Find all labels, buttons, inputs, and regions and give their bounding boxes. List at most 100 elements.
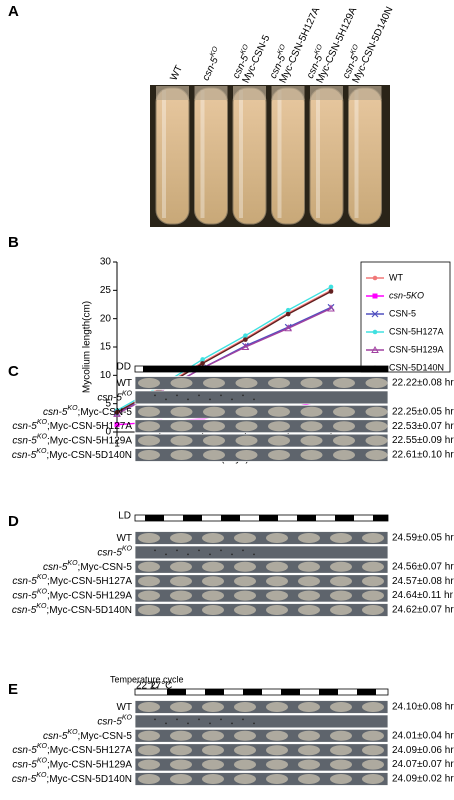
conidiation-band [138, 533, 160, 543]
dark-segment [167, 689, 186, 695]
conidiation-band [298, 561, 320, 572]
tube-spot [220, 718, 222, 721]
y-tick-label: 0 [105, 427, 111, 438]
conidiation-band [362, 774, 384, 784]
strain-label: csn-5KO [97, 545, 132, 558]
row-separator: ; [47, 759, 50, 770]
dark-segment [281, 689, 300, 695]
conidiation-band [235, 450, 258, 460]
row-separator: ; [46, 450, 49, 461]
conidiation-band [138, 730, 160, 741]
conidiation-band [268, 378, 290, 388]
strain-superscript: KO [36, 448, 47, 455]
strain-construct: Myc-CSN-5H129A [50, 759, 133, 770]
race-tube [134, 545, 389, 560]
legend-label: WT [389, 272, 403, 282]
strain-name: csn-5 [97, 392, 122, 403]
conidiation-band [235, 435, 258, 446]
dark-segment [259, 515, 278, 521]
period-label: 22.25±0.05 hr [392, 406, 454, 417]
conidiation-band [235, 378, 258, 388]
legend-label: csn-5KO [389, 290, 424, 300]
strain-name: csn-5 [12, 774, 37, 785]
data-point [243, 333, 248, 338]
strain-name: csn-5 [12, 421, 37, 432]
tube [194, 87, 228, 225]
dark-segment [373, 515, 388, 521]
row-separator: ; [47, 576, 50, 587]
conidiation-band [300, 406, 323, 417]
race-tube [134, 419, 389, 434]
conidiation-band [202, 605, 224, 615]
tube-glare [162, 90, 166, 218]
conidiation-band [170, 533, 192, 543]
conidiation-band [170, 745, 192, 756]
tube-spot [253, 722, 255, 725]
conidiation-band [266, 702, 288, 712]
period-label: 22.55±0.09 hr [392, 435, 454, 446]
tube-glare [200, 90, 205, 218]
conidiation-band [202, 576, 224, 587]
strain-name: csn-5 [43, 730, 68, 741]
conidiation-band [330, 576, 352, 587]
conidiation-band [266, 576, 288, 587]
conidiation-band [234, 745, 256, 756]
tube-spot [253, 398, 255, 401]
tube-spot [220, 549, 222, 552]
strain-name: csn-5 [97, 547, 122, 558]
conidiation-band [333, 450, 355, 460]
conidiation-band [234, 774, 256, 784]
strain-label: csn-5KO;Myc-CSN-5H127A [12, 743, 132, 756]
conidiation-band [138, 406, 160, 417]
strain-construct: Myc-CSN-5H129A [50, 590, 133, 601]
data-point [200, 357, 205, 362]
strain-superscript: KO [36, 772, 47, 779]
period-label: 24.57±0.08 hr [392, 576, 454, 587]
tube-spot [176, 394, 178, 397]
tube-top [271, 86, 305, 100]
strain-label: csn-5KO;Myc-CSN-5D140N [12, 603, 132, 616]
series-line [116, 286, 332, 412]
panel-letter: D [8, 513, 19, 530]
conidiation-band [202, 533, 224, 543]
conidiation-band [266, 745, 288, 756]
tube [232, 87, 267, 225]
strain-name: csn-5 [12, 759, 37, 770]
row-separator: ; [46, 774, 49, 785]
conidiation-band [298, 576, 320, 587]
period-label: 24.09±0.02 hr [392, 774, 454, 785]
conidiation-band [170, 774, 192, 784]
dark-segment [205, 689, 224, 695]
conidiation-band [365, 406, 388, 417]
conidiation-band [268, 435, 290, 446]
data-point [372, 275, 378, 281]
strain-label: csn-5KO;Myc-CSN-5H129A [12, 433, 132, 446]
legend-label: CSN-5D140N [389, 362, 444, 372]
conidiation-band [170, 378, 193, 388]
conidiation-band [138, 774, 160, 784]
conidiation-band [330, 533, 352, 543]
conidiation-band [330, 561, 352, 572]
conidiation-band [234, 576, 256, 587]
row-separator: ; [47, 590, 50, 601]
conidiation-band [365, 435, 388, 446]
conidiation-band [234, 730, 256, 741]
strain-superscript: KO [239, 43, 250, 56]
conidiation-band [266, 533, 288, 543]
strain-superscript: KO [37, 588, 48, 595]
conidiation-band [333, 378, 355, 388]
conidiation-band [138, 421, 160, 432]
conidiation-band [330, 745, 352, 756]
period-label: 24.07±0.07 hr [392, 759, 454, 770]
strain-name: WT [168, 64, 185, 83]
tube [271, 87, 305, 225]
conidiation-band [202, 745, 224, 756]
race-tube [134, 376, 389, 390]
conidiation-band [138, 745, 160, 756]
strain-superscript: KO [67, 405, 78, 412]
strain-label: csn-5KO [199, 45, 225, 82]
strain-superscript: KO [37, 743, 48, 750]
strain-superscript: KO [36, 603, 47, 610]
race-tube [134, 404, 389, 419]
